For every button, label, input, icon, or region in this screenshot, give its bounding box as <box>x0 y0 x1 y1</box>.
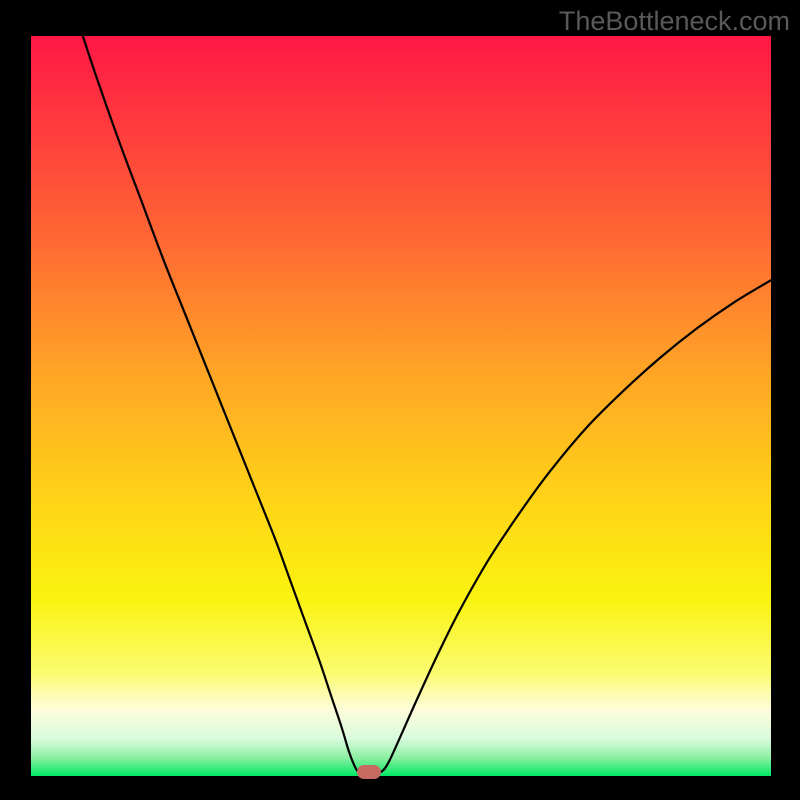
bottleneck-curve <box>31 36 771 776</box>
plot-area <box>31 36 771 776</box>
watermark-text: TheBottleneck.com <box>559 6 790 37</box>
optimum-marker <box>357 765 381 779</box>
chart-frame: TheBottleneck.com <box>0 0 800 800</box>
